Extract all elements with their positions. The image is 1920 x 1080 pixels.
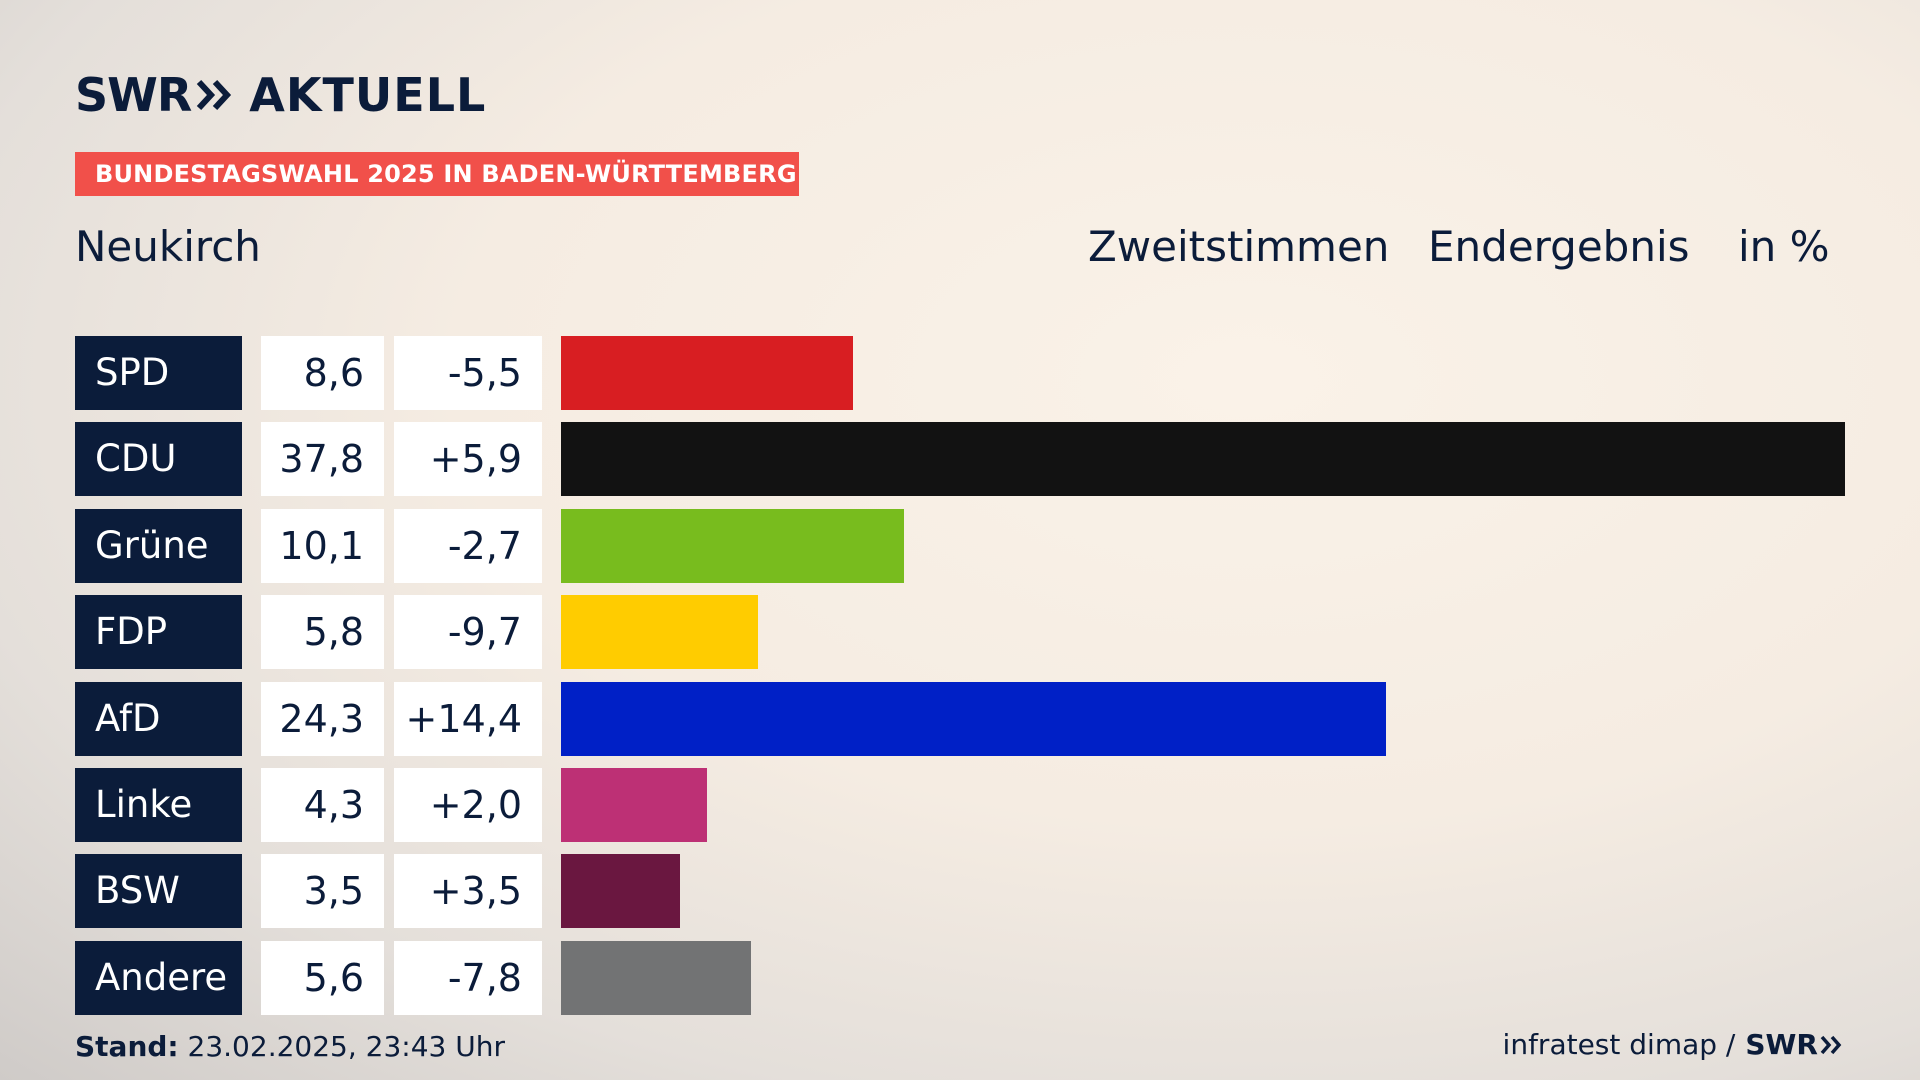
party-label: AfD (75, 681, 242, 756)
result-row: Grüne 10,1 -2,7 (75, 508, 1845, 583)
region-title: Neukirch (75, 222, 261, 271)
vote-share-bar (561, 595, 759, 670)
vote-share-change: -9,7 (394, 595, 542, 670)
double-chevron-right-icon (195, 78, 235, 112)
source-text: infratest dimap / (1502, 1028, 1736, 1061)
vote-share-bar (561, 508, 905, 583)
vote-share-change: +3,5 (394, 854, 542, 929)
column-header-vote: Zweitstimmen (1088, 222, 1390, 271)
vote-share-bar (561, 336, 854, 410)
result-row: CDU 37,8 +5,9 (75, 422, 1845, 497)
source-brand: SWR (1745, 1028, 1844, 1061)
result-row: BSW 3,5 +3,5 (75, 854, 1845, 929)
source-credit: infratest dimap / SWR (1503, 1028, 1844, 1061)
result-row: AfD 24,3 +14,4 (75, 681, 1845, 756)
timestamp-value: 23.02.2025, 23:43 Uhr (187, 1030, 505, 1063)
party-label: FDP (75, 595, 242, 670)
vote-share-value: 5,8 (261, 595, 384, 670)
vote-share-change: -2,7 (394, 508, 542, 583)
vote-share-change: +2,0 (394, 768, 542, 842)
vote-share-change: +5,9 (394, 422, 542, 497)
timestamp: Stand: 23.02.2025, 23:43 Uhr (75, 1030, 505, 1063)
source-brand-text: SWR (1745, 1028, 1818, 1061)
vote-share-bar (561, 768, 708, 842)
logo-swr-text: SWR (75, 68, 192, 122)
vote-share-bar (561, 681, 1387, 756)
double-chevron-right-icon (1820, 1035, 1842, 1054)
logo-aktuell-text: AKTUELL (249, 68, 487, 122)
result-row: FDP 5,8 -9,7 (75, 595, 1845, 670)
vote-share-value: 3,5 (261, 854, 384, 929)
vote-share-change: +14,4 (394, 681, 542, 756)
party-label: CDU (75, 422, 242, 497)
election-banner: BUNDESTAGSWAHL 2025 IN BADEN-WÜRTTEMBERG (75, 152, 799, 196)
result-row: Andere 5,6 -7,8 (75, 940, 1845, 1015)
vote-share-value: 5,6 (261, 940, 384, 1015)
party-label: Linke (75, 768, 242, 842)
party-label: Andere (75, 940, 242, 1015)
vote-share-change: -5,5 (394, 336, 542, 410)
timestamp-label: Stand: (75, 1030, 179, 1063)
vote-share-value: 10,1 (261, 508, 384, 583)
vote-share-change: -7,8 (394, 940, 542, 1015)
result-row: SPD 8,6 -5,5 (75, 336, 1845, 410)
result-row: Linke 4,3 +2,0 (75, 768, 1845, 842)
vote-share-value: 4,3 (261, 768, 384, 842)
column-header-unit: in % (1738, 222, 1830, 271)
vote-share-bar (561, 940, 752, 1015)
swr-aktuell-logo: SWR AKTUELL (75, 68, 486, 122)
vote-share-value: 24,3 (261, 681, 384, 756)
column-header-status: Endergebnis (1428, 222, 1690, 271)
party-label: SPD (75, 336, 242, 410)
party-label: Grüne (75, 508, 242, 583)
party-label: BSW (75, 854, 242, 929)
vote-share-bar (561, 854, 680, 929)
vote-share-value: 8,6 (261, 336, 384, 410)
vote-share-bar (561, 422, 1845, 497)
vote-share-value: 37,8 (261, 422, 384, 497)
